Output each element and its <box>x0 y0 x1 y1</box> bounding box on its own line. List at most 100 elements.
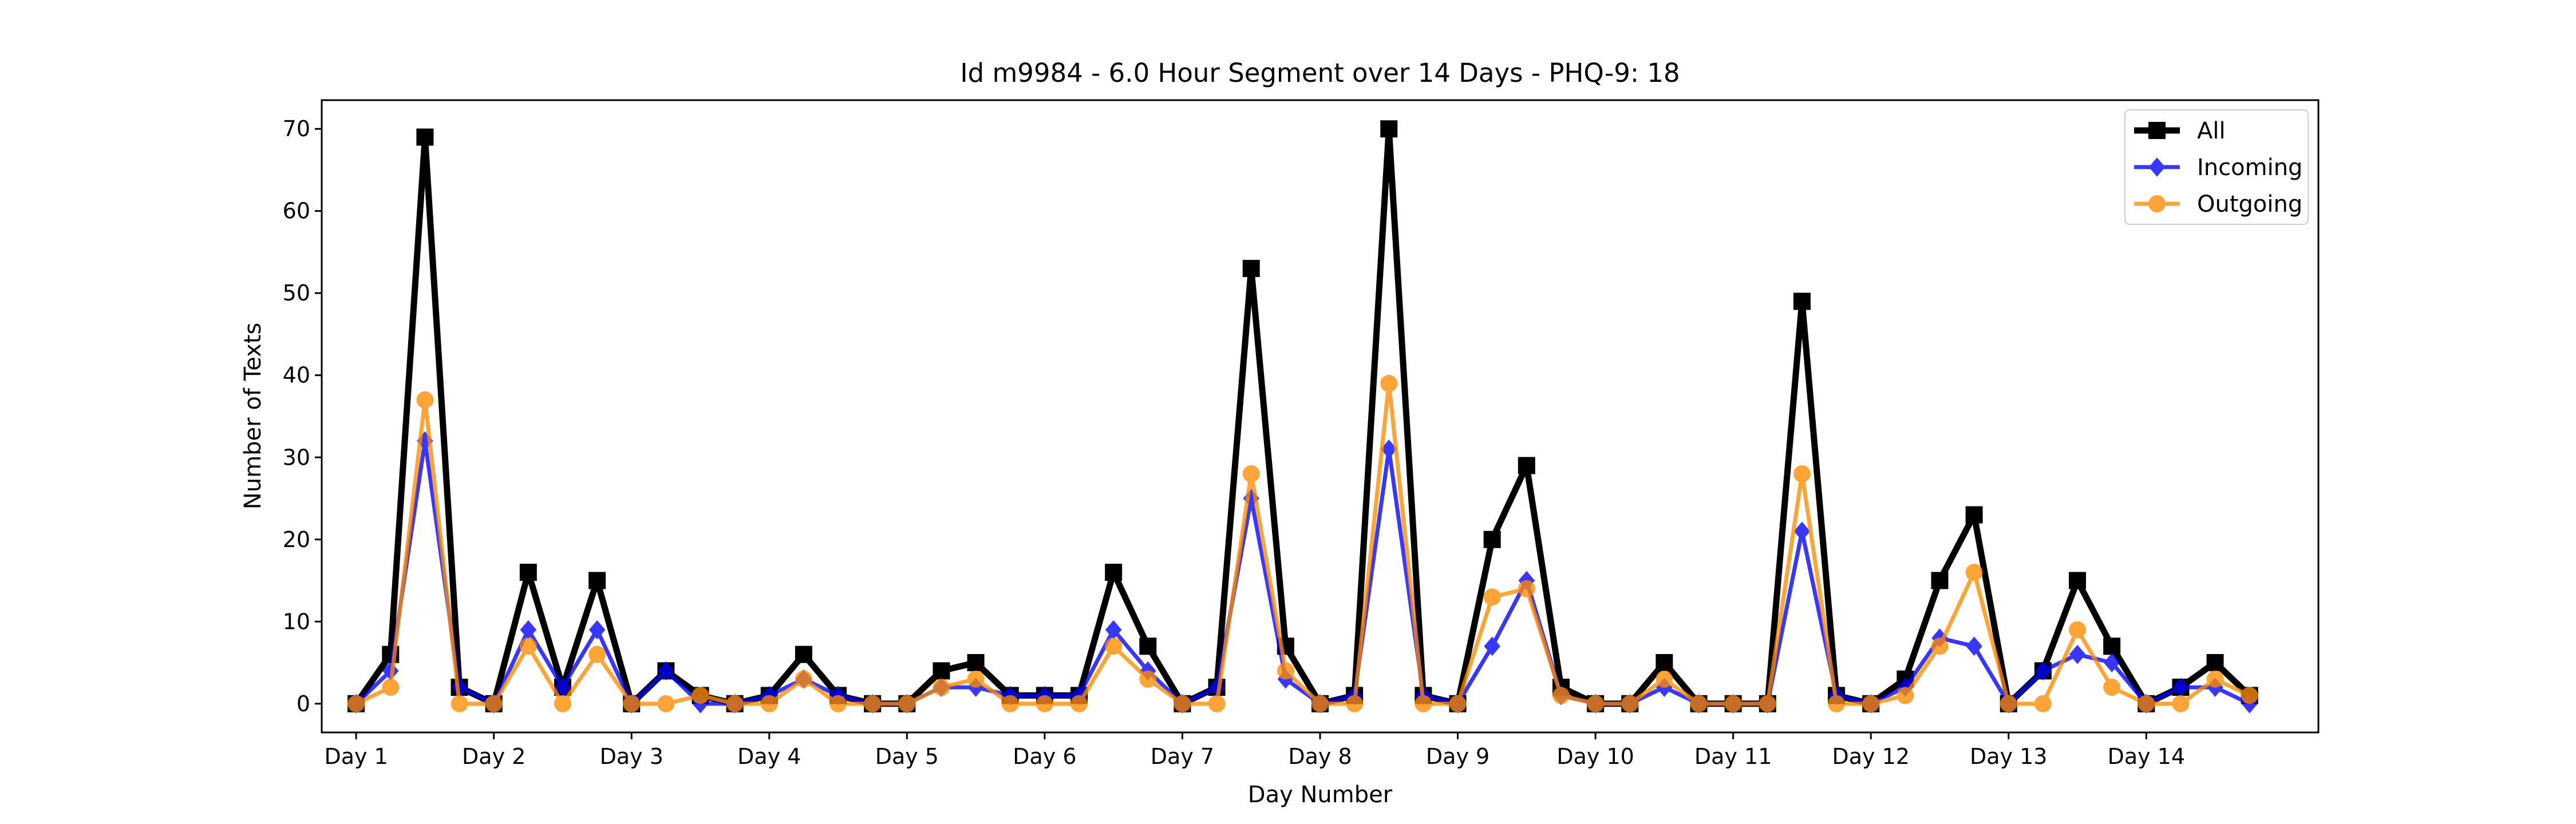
data-point-all <box>416 128 434 146</box>
data-point-outgoing <box>1380 375 1398 393</box>
data-point-outgoing <box>1346 695 1364 712</box>
data-point-outgoing <box>864 695 882 712</box>
data-point-outgoing <box>1139 670 1157 688</box>
data-point-incoming <box>2069 644 2086 664</box>
data-point-incoming <box>520 620 537 640</box>
data-point-outgoing <box>1552 687 1570 704</box>
data-point-incoming <box>554 678 571 697</box>
x-tick-label: Day 7 <box>1151 744 1214 769</box>
x-tick-label: Day 8 <box>1288 744 1352 769</box>
data-point-outgoing <box>1690 695 1708 712</box>
data-point-outgoing <box>1965 564 1983 581</box>
y-axis-ticks: 0 10 20 30 40 50 60 70 <box>283 116 322 716</box>
data-point-outgoing <box>1449 695 1467 712</box>
legend-label-outgoing: Outgoing <box>2197 191 2302 217</box>
x-tick-label: Day 12 <box>1832 744 1909 769</box>
x-tick-label: Day 2 <box>462 744 526 769</box>
series-outgoing <box>347 375 2258 712</box>
data-point-outgoing <box>1242 465 1260 482</box>
data-point-outgoing <box>898 695 916 712</box>
y-tick-label: 30 <box>283 445 310 470</box>
legend-item-incoming <box>2134 157 2180 177</box>
data-point-outgoing <box>588 645 606 663</box>
y-tick-label: 0 <box>297 691 310 716</box>
x-tick-label: Day 1 <box>324 744 388 769</box>
data-point-all <box>795 645 812 663</box>
data-point-all <box>1518 457 1535 474</box>
data-point-incoming <box>1484 636 1500 656</box>
data-point-outgoing <box>760 695 778 712</box>
y-tick-label: 60 <box>283 199 310 224</box>
data-point-all <box>2206 654 2224 672</box>
legend-marker-outgoing <box>2148 195 2166 212</box>
data-point-all <box>2103 637 2121 655</box>
data-point-all <box>1242 260 1260 278</box>
data-point-outgoing <box>2000 695 2017 712</box>
data-point-outgoing <box>1311 695 1329 712</box>
data-point-incoming <box>658 661 674 681</box>
x-tick-label: Day 11 <box>1694 744 1772 769</box>
series-layer <box>347 120 2258 714</box>
legend-marker-incoming <box>2148 157 2166 177</box>
data-point-all <box>588 572 606 589</box>
data-point-incoming <box>1380 439 1397 459</box>
y-tick-label: 10 <box>283 609 310 634</box>
data-point-outgoing <box>1724 695 1742 712</box>
data-point-outgoing <box>1793 465 1811 482</box>
data-point-outgoing <box>1001 695 1019 712</box>
data-point-outgoing <box>451 695 468 712</box>
legend-label-all: All <box>2197 118 2226 144</box>
data-point-outgoing <box>726 695 744 712</box>
legend-label-incoming: Incoming <box>2197 154 2302 181</box>
x-tick-label: Day 3 <box>600 744 663 769</box>
x-tick-label: Day 10 <box>1556 744 1634 769</box>
data-point-outgoing <box>1656 670 1673 688</box>
data-point-outgoing <box>1483 588 1501 606</box>
data-point-outgoing <box>1036 695 1053 712</box>
data-point-all <box>967 654 985 672</box>
data-point-all <box>1139 637 1157 655</box>
data-point-outgoing <box>485 695 503 712</box>
data-point-all <box>1965 506 1983 524</box>
data-point-outgoing <box>2206 670 2224 688</box>
y-tick-label: 70 <box>283 116 310 141</box>
data-point-outgoing <box>1518 580 1535 597</box>
data-point-outgoing <box>1277 662 1294 680</box>
legend-item-all <box>2134 122 2180 139</box>
data-point-incoming <box>2103 653 2120 672</box>
x-tick-label: Day 9 <box>1426 744 1490 769</box>
data-point-outgoing <box>2103 679 2121 696</box>
x-axis-label: Day Number <box>1248 782 1393 808</box>
data-point-outgoing <box>692 687 709 704</box>
data-point-outgoing <box>2172 695 2190 712</box>
data-point-outgoing <box>623 695 641 712</box>
data-point-outgoing <box>2034 695 2052 712</box>
data-point-outgoing <box>382 679 400 696</box>
data-point-outgoing <box>1931 637 1949 655</box>
y-tick-label: 50 <box>283 280 310 306</box>
x-axis-ticks: Day 1 Day 2 Day 3 Day 4 Day 5 Day 6 Day 7 Day 8… <box>324 732 2185 769</box>
x-tick-label: Day 13 <box>1970 744 2047 769</box>
data-point-outgoing <box>829 695 847 712</box>
data-point-outgoing <box>2241 687 2258 704</box>
data-point-incoming <box>1105 620 1122 640</box>
data-point-all <box>1105 564 1123 581</box>
data-point-outgoing <box>1759 695 1776 712</box>
data-point-incoming <box>588 620 606 640</box>
data-point-all <box>933 662 950 680</box>
y-tick-label: 40 <box>283 363 310 388</box>
data-point-outgoing <box>1070 695 1088 712</box>
y-axis-label: Number of Texts <box>240 323 266 509</box>
data-point-outgoing <box>2138 695 2155 712</box>
data-point-outgoing <box>933 679 950 696</box>
data-point-all <box>1793 292 1811 310</box>
data-point-outgoing <box>519 637 537 655</box>
data-point-outgoing <box>1621 695 1639 712</box>
x-tick-label: Day 14 <box>2108 744 2185 769</box>
x-tick-label: Day 6 <box>1013 744 1076 769</box>
data-point-incoming <box>1966 636 1982 656</box>
data-point-incoming <box>2034 661 2052 681</box>
data-point-all <box>2069 572 2087 589</box>
plot-background <box>322 100 2318 732</box>
